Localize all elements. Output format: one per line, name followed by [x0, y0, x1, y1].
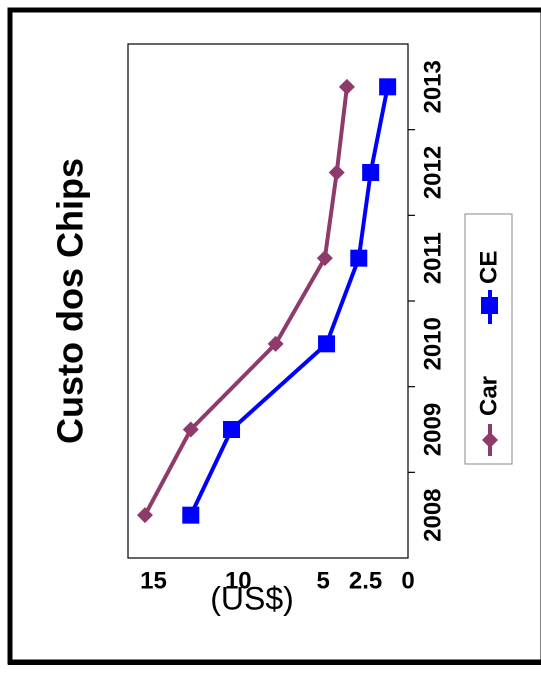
- x-tick-label: 2012: [419, 146, 446, 199]
- data-point-car: [328, 164, 345, 181]
- slide-border: [7, 7, 541, 665]
- y-tick-label: 0: [401, 567, 414, 594]
- data-point-ce: [223, 421, 241, 438]
- y-tick-label: 15: [140, 567, 167, 594]
- legend-label-ce: CE: [475, 251, 502, 284]
- legend-box: [464, 213, 513, 465]
- x-tick-label: 2008: [419, 488, 446, 541]
- data-point-ce: [362, 164, 380, 181]
- series-group: [136, 78, 397, 524]
- rotated-chart-group: Custo dos Chips (US$) 200820092010201120…: [50, 43, 513, 616]
- x-tick-label: 2010: [419, 317, 446, 370]
- x-tick-label: 2013: [419, 60, 446, 113]
- axis-ticks: 2008 2009 2010 2011 2012 2013 0 2.5 5 10 15: [140, 60, 446, 594]
- data-point-car: [316, 250, 333, 267]
- y-tick-label: 2.5: [349, 567, 382, 594]
- series-line-car: [143, 86, 349, 517]
- data-point-car: [338, 78, 355, 95]
- data-point-car: [267, 335, 284, 352]
- y-tick-label: 5: [316, 567, 329, 594]
- series-line-ce: [188, 86, 390, 517]
- y-tick-label: 10: [225, 567, 252, 594]
- data-point-ce: [350, 249, 368, 267]
- x-tick-label: 2011: [419, 232, 446, 284]
- plot-area: [127, 43, 409, 559]
- legend-label-car: Car: [475, 376, 502, 416]
- data-point-ce: [182, 506, 200, 524]
- x-tick-label: 2009: [419, 403, 446, 456]
- legend-marker-car: [482, 432, 498, 448]
- data-point-car: [182, 421, 199, 438]
- y-axis-label: (US$): [210, 580, 294, 616]
- legend-marker-ce: [481, 297, 498, 314]
- chart-title: Custo dos Chips: [50, 158, 91, 444]
- data-point-car: [136, 507, 153, 524]
- legend: Car CE: [464, 213, 513, 465]
- data-point-ce: [318, 335, 336, 353]
- data-point-ce: [379, 78, 397, 96]
